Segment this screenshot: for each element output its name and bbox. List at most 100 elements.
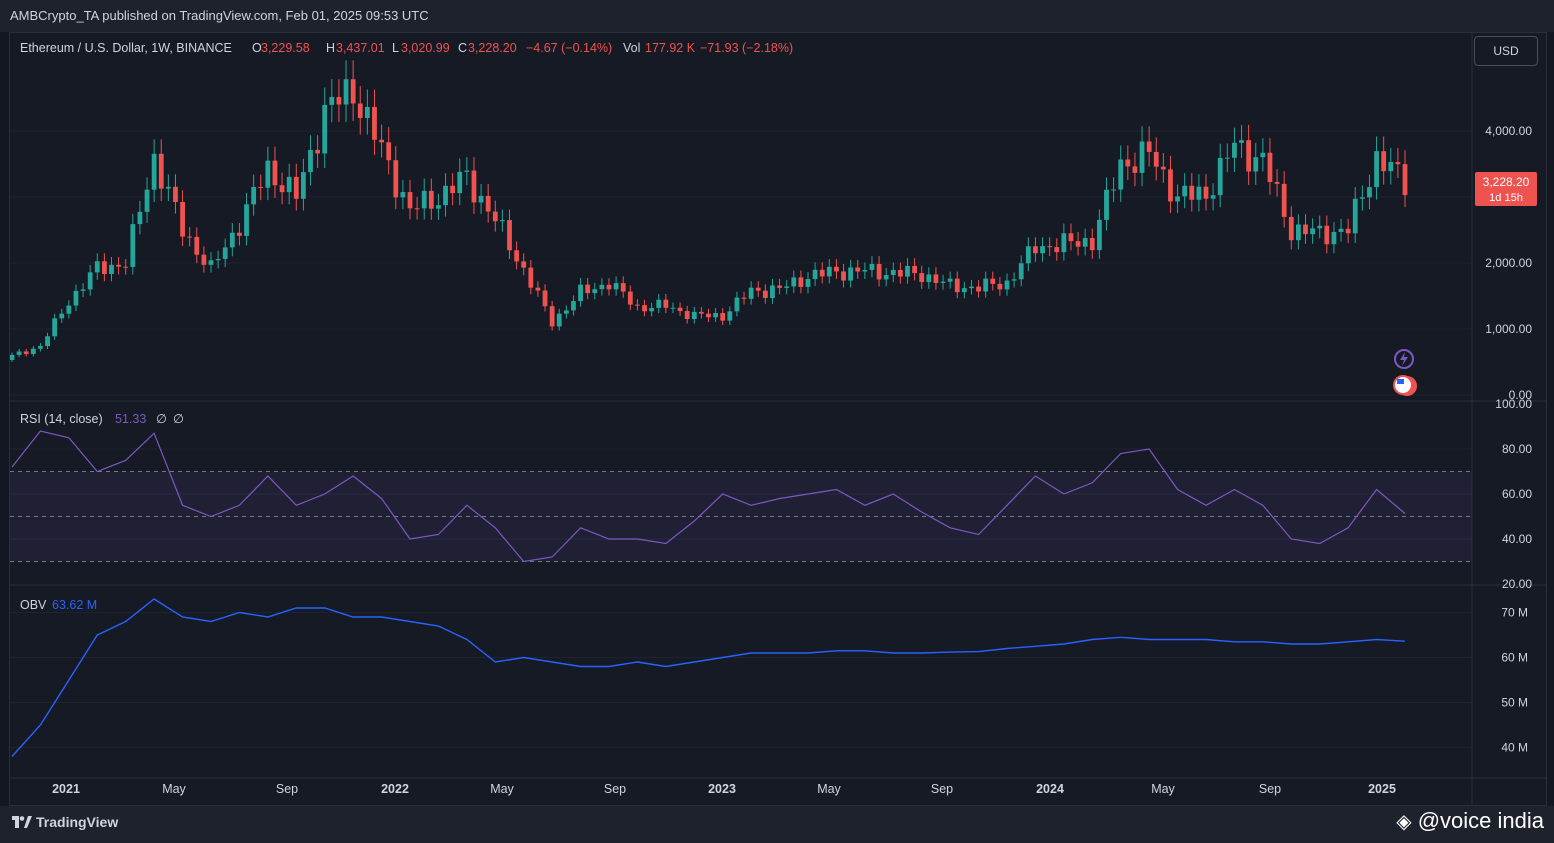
candle-body bbox=[187, 236, 193, 238]
candle-body bbox=[201, 254, 207, 265]
footer bbox=[0, 806, 1554, 843]
vol-value: 177.92 K bbox=[645, 41, 696, 55]
rsi-line bbox=[11, 430, 1406, 563]
open-label: O bbox=[252, 41, 262, 55]
candle-body bbox=[244, 204, 249, 236]
obv-line bbox=[11, 598, 1406, 757]
candle-body bbox=[1303, 224, 1308, 235]
close-label: C bbox=[458, 41, 467, 55]
obv-tick-label: 40 M bbox=[1501, 741, 1528, 755]
candle-body bbox=[983, 278, 989, 292]
candle-body bbox=[1232, 142, 1237, 158]
publish-info: AMBCrypto_TA published on TradingView.co… bbox=[10, 8, 429, 23]
candle-body bbox=[1189, 185, 1195, 200]
candle-body bbox=[414, 208, 420, 210]
candle-body bbox=[1047, 246, 1053, 248]
rsi-tick-label: 40.00 bbox=[1502, 532, 1532, 546]
candle-body bbox=[158, 153, 164, 189]
candle-body bbox=[1082, 238, 1088, 247]
candle-body bbox=[734, 297, 740, 312]
candle-body bbox=[770, 285, 775, 298]
main-legend: Ethereum / U.S. Dollar, 1W, BINANCE O 3,… bbox=[20, 41, 793, 55]
obv-axis: 70 M 60 M 50 M 40 M bbox=[1501, 606, 1528, 755]
candle-body bbox=[1381, 151, 1387, 172]
candle-body bbox=[372, 106, 377, 140]
candle-body bbox=[52, 318, 58, 337]
candle-body bbox=[1203, 186, 1209, 199]
vol-label: Vol bbox=[623, 41, 640, 55]
candle-body bbox=[144, 189, 150, 212]
currency-button[interactable]: USD bbox=[1474, 36, 1538, 66]
candle-body bbox=[1096, 219, 1102, 251]
candle-body bbox=[563, 310, 569, 314]
candle-body bbox=[386, 142, 392, 161]
candles bbox=[9, 60, 1408, 363]
lightning-icon[interactable] bbox=[1394, 349, 1414, 369]
candle-body bbox=[919, 273, 925, 283]
chart-area[interactable]: 4,000.003,000.002,000.001,000.000.00 100… bbox=[9, 32, 1547, 806]
candle-body bbox=[663, 299, 669, 308]
price-tick-label: 0.00 bbox=[1509, 388, 1533, 402]
candle-body bbox=[535, 287, 541, 291]
price-tick-label: 1,000.00 bbox=[1485, 322, 1532, 336]
candle-body bbox=[1153, 151, 1159, 167]
publish-bar: AMBCrypto_TA published on TradingView.co… bbox=[0, 0, 1554, 32]
obv-tick-label: 50 M bbox=[1501, 696, 1528, 710]
candle-body bbox=[329, 97, 335, 105]
candle-body bbox=[265, 160, 271, 188]
candle-body bbox=[457, 171, 463, 194]
tradingview-logo[interactable]: TradingView bbox=[12, 814, 118, 830]
change-value: −4.67 (−0.14%) bbox=[526, 41, 612, 55]
candle-body bbox=[1160, 166, 1166, 170]
candle-body bbox=[229, 232, 235, 248]
candle-body bbox=[215, 258, 221, 261]
candle-body bbox=[364, 106, 370, 119]
candle-body bbox=[16, 351, 22, 355]
candle-body bbox=[1196, 186, 1202, 200]
candle-body bbox=[542, 290, 548, 307]
candle-body bbox=[1104, 189, 1109, 220]
candle-body bbox=[1040, 246, 1045, 254]
candle-body bbox=[237, 232, 242, 236]
time-tick-label: Sep bbox=[1259, 782, 1281, 796]
candle-body bbox=[933, 274, 939, 283]
us-flag-icon[interactable] bbox=[1393, 375, 1417, 396]
candle-body bbox=[1253, 157, 1259, 172]
high-label: H bbox=[326, 41, 335, 55]
candle-body bbox=[38, 346, 43, 349]
candle-body bbox=[1025, 246, 1031, 264]
candle-body bbox=[130, 224, 136, 267]
candle-body bbox=[464, 170, 470, 172]
candle-body bbox=[599, 284, 605, 290]
candle-body bbox=[1359, 197, 1365, 199]
time-axis: 2021 May Sep 2022 May Sep 2023 May Sep 2024 May Sep… bbox=[52, 782, 1396, 796]
candle-body bbox=[812, 269, 818, 280]
candle-body bbox=[990, 278, 996, 284]
candle-body bbox=[336, 97, 342, 105]
candle-body bbox=[478, 195, 484, 203]
candle-body bbox=[940, 281, 946, 283]
candle-body bbox=[869, 263, 875, 270]
candle-body bbox=[556, 313, 562, 327]
price-tag-bg bbox=[1475, 172, 1537, 206]
candle-body bbox=[251, 186, 257, 205]
candle-body bbox=[713, 313, 719, 318]
candle-body bbox=[883, 275, 889, 280]
candle-body bbox=[1146, 141, 1152, 152]
candle-body bbox=[656, 299, 662, 308]
chart-svg[interactable]: 4,000.003,000.002,000.001,000.000.00 100… bbox=[9, 33, 1546, 805]
candle-body bbox=[450, 185, 456, 194]
candle-body bbox=[1004, 280, 1010, 290]
candle-body bbox=[798, 277, 804, 287]
candle-body bbox=[805, 279, 811, 287]
candle-body bbox=[400, 192, 406, 198]
candle-body bbox=[1352, 198, 1358, 234]
candle-body bbox=[45, 336, 50, 347]
price-axis: 4,000.003,000.002,000.001,000.000.00 bbox=[1485, 124, 1532, 402]
rsi-extra-1: ∅ bbox=[156, 412, 167, 426]
candle-body bbox=[890, 269, 896, 276]
candle-body bbox=[1182, 185, 1188, 197]
candle-body bbox=[819, 269, 825, 277]
candle-body bbox=[1217, 157, 1223, 196]
candle-body bbox=[1061, 233, 1067, 253]
